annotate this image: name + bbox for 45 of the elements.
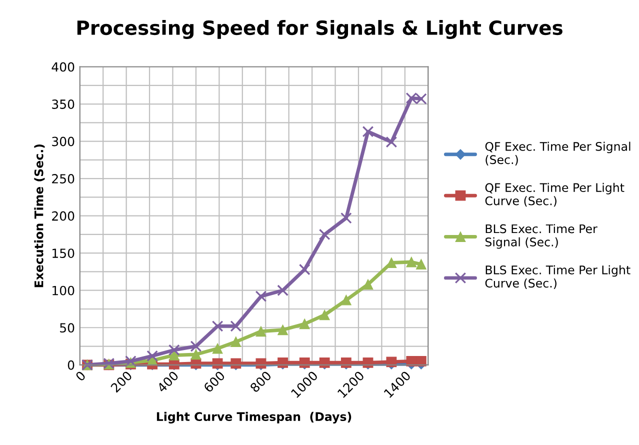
point (190, 340, 202, 352)
point (319, 310, 330, 320)
y-tick-label: 0 (68, 360, 74, 370)
point (277, 284, 288, 296)
legend-label: QF Exec. Time Per Light Curve (Sec.) (485, 182, 624, 207)
point (212, 343, 223, 354)
point (340, 294, 352, 306)
y-tick-label: 350 (52, 99, 74, 109)
legend-label: BLS Exec. Time Per Signal (Sec.) (485, 224, 598, 249)
point (298, 264, 310, 276)
x-tick-label: 400 (156, 370, 179, 394)
y-tick-label: 50 (60, 323, 74, 333)
point (168, 344, 180, 356)
point (230, 336, 242, 348)
point (278, 324, 288, 336)
point (362, 279, 374, 290)
point (416, 356, 426, 366)
point (255, 290, 267, 302)
y-tick-label: 400 (52, 62, 74, 72)
point (256, 326, 266, 337)
point (340, 212, 352, 224)
y-axis-title: Execution Time (Sec.) (34, 144, 45, 288)
point (299, 318, 310, 330)
point (362, 126, 374, 138)
legend-label: BLS Exec. Time Per Light Curve (Sec.) (485, 265, 630, 290)
x-tick-label: 600 (203, 370, 226, 393)
point (212, 320, 224, 332)
legend-label: QF Exec. Time Per Signal (Sec.) (485, 142, 630, 166)
point (406, 256, 417, 268)
y-tick-label: 100 (52, 286, 74, 296)
x-tick-label: 0 (74, 370, 86, 382)
point (230, 320, 242, 332)
y-tick-label: 150 (52, 248, 74, 258)
y-tick-label: 250 (52, 174, 74, 184)
point (190, 349, 202, 360)
y-tick-label: 200 (52, 211, 74, 221)
point (318, 228, 330, 240)
x-axis-title: Light Curve Timespan (Days) (156, 412, 352, 424)
point (146, 350, 158, 362)
point (386, 136, 398, 148)
chart-title: Processing Speed for Signals & Light Curves (77, 20, 562, 39)
point (416, 259, 426, 270)
y-tick-label: 300 (52, 136, 74, 146)
x-tick-label: 800 (249, 370, 272, 393)
point (168, 350, 180, 360)
